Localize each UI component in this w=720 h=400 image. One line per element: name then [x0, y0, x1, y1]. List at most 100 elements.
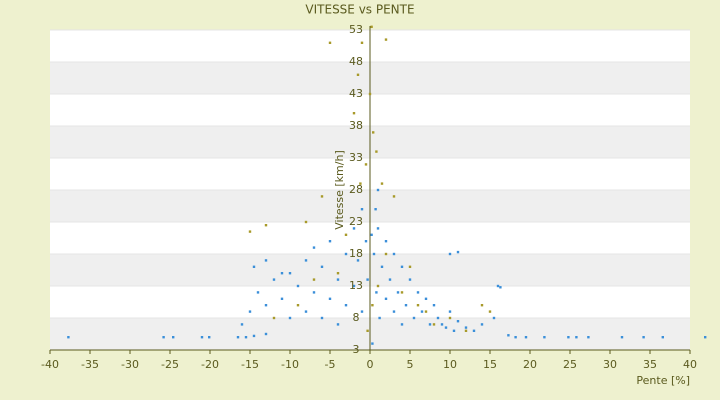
- point: [436, 316, 440, 320]
- point: [162, 336, 165, 339]
- point: [448, 252, 452, 256]
- point: [208, 336, 211, 339]
- point: [392, 310, 396, 313]
- point: [312, 246, 316, 249]
- point: [328, 41, 332, 44]
- point: [264, 224, 268, 227]
- point: [464, 329, 468, 332]
- x-tick-label: -25: [161, 358, 179, 371]
- point: [356, 73, 360, 76]
- point: [375, 150, 378, 153]
- point: [575, 336, 578, 339]
- y-tick-label: 13: [349, 279, 363, 292]
- x-tick-label: -15: [241, 358, 259, 371]
- point: [375, 291, 378, 294]
- y-tick-label: 18: [349, 247, 363, 260]
- point: [344, 252, 348, 256]
- point: [384, 240, 388, 243]
- point: [620, 336, 624, 339]
- y-tick-label: 48: [349, 55, 363, 68]
- point: [328, 240, 332, 243]
- point: [456, 250, 460, 254]
- point: [360, 310, 364, 313]
- point: [704, 336, 707, 339]
- point: [368, 92, 372, 96]
- point: [384, 297, 388, 300]
- point: [380, 265, 384, 268]
- point: [370, 233, 373, 236]
- point: [408, 278, 412, 281]
- x-tick-label: -20: [201, 358, 219, 371]
- point: [320, 316, 324, 320]
- point: [352, 112, 356, 115]
- point: [424, 297, 428, 300]
- point: [396, 291, 400, 294]
- x-tick-label: -35: [81, 358, 99, 371]
- x-tick-label: 15: [483, 358, 497, 371]
- point: [492, 316, 496, 320]
- point: [642, 336, 645, 339]
- x-tick-label: 5: [407, 358, 414, 371]
- point: [420, 310, 424, 313]
- point: [356, 259, 360, 262]
- point: [380, 182, 384, 185]
- point: [364, 240, 368, 243]
- point: [67, 336, 70, 339]
- point: [372, 131, 375, 134]
- point: [444, 326, 448, 329]
- point: [344, 233, 348, 236]
- point: [392, 252, 396, 256]
- point: [372, 252, 376, 256]
- y-tick-label: 28: [349, 183, 363, 196]
- point: [272, 278, 276, 281]
- point: [304, 310, 308, 313]
- point: [264, 259, 268, 262]
- x-tick-label: -5: [325, 358, 336, 371]
- x-tick-label: 30: [603, 358, 617, 371]
- point: [371, 342, 374, 345]
- point: [587, 336, 590, 339]
- x-tick-label: 35: [643, 358, 657, 371]
- point: [507, 334, 510, 337]
- point: [376, 284, 380, 288]
- point: [256, 291, 260, 294]
- x-tick-label: 25: [563, 358, 577, 371]
- point: [464, 326, 468, 329]
- point: [388, 278, 392, 281]
- point: [200, 336, 204, 339]
- point: [359, 182, 362, 185]
- point: [408, 265, 412, 268]
- point: [370, 25, 373, 28]
- point: [248, 230, 252, 233]
- x-tick-label: -40: [41, 358, 59, 371]
- point: [320, 265, 324, 268]
- point: [288, 272, 292, 275]
- y-tick-label: 3: [353, 343, 360, 356]
- point: [400, 291, 404, 294]
- point: [499, 286, 502, 289]
- point: [480, 304, 484, 307]
- chart-title: VITESSE vs PENTE: [305, 3, 414, 17]
- point: [252, 265, 256, 268]
- point: [448, 310, 452, 313]
- point: [400, 323, 404, 326]
- point: [432, 323, 436, 326]
- point: [352, 227, 356, 230]
- point: [288, 316, 292, 320]
- point: [424, 310, 428, 313]
- point: [312, 278, 316, 281]
- point: [352, 284, 356, 288]
- point: [374, 208, 377, 211]
- point: [456, 320, 460, 323]
- y-tick-label: 43: [349, 87, 363, 100]
- y-tick-label: 33: [349, 151, 363, 164]
- point: [252, 334, 256, 338]
- point: [567, 336, 570, 339]
- point: [488, 310, 492, 313]
- point: [248, 310, 252, 313]
- point: [244, 336, 248, 339]
- point: [472, 329, 476, 332]
- point: [480, 323, 484, 326]
- point: [280, 272, 284, 275]
